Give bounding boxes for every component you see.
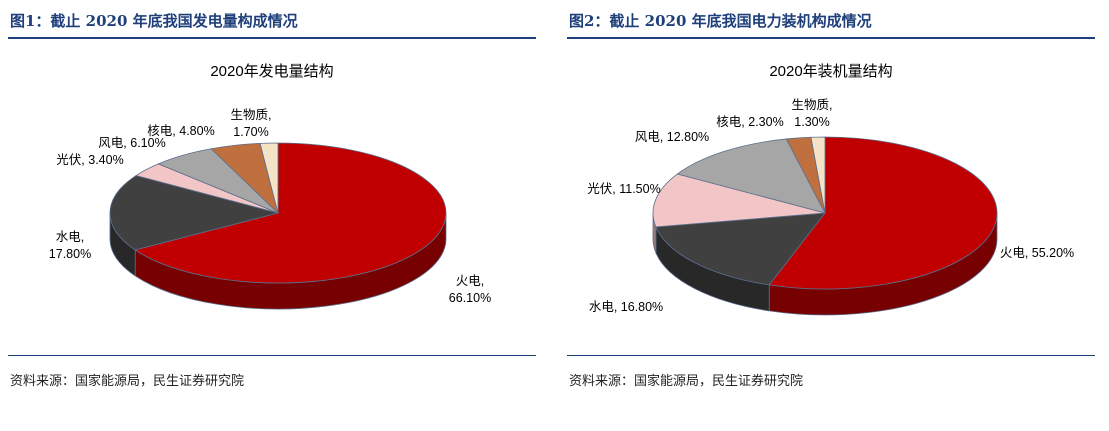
figure-panel-1: 图1：截止 2020 年底我国发电量构成情况 2020年发电量结构火电, 66.1… bbox=[8, 0, 538, 431]
pie-slices bbox=[652, 136, 998, 290]
pie-slice-火电 bbox=[134, 142, 447, 284]
slice-label-水电: 水电, 16.80% bbox=[589, 300, 663, 314]
slice-label-水电: 水电, 17.80% bbox=[49, 230, 91, 261]
pie-slice-火电 bbox=[768, 136, 998, 290]
source-note: 资料来源：国家能源局，民生证券研究院 bbox=[10, 374, 245, 389]
slice-label-风电: 风电, 6.10% bbox=[98, 136, 165, 150]
chart-title: 2020年发电量结构 bbox=[210, 63, 333, 80]
pie-slice-水电 bbox=[109, 175, 280, 251]
slice-label-风电: 风电, 12.80% bbox=[635, 130, 709, 144]
figure-heading: 图2：截止 2020 年底我国电力装机构成情况 bbox=[569, 12, 872, 30]
pie-slice-生物质 bbox=[259, 142, 279, 214]
heading-rule bbox=[567, 37, 1095, 39]
slice-label-光伏: 光伏, 11.50% bbox=[587, 182, 660, 196]
slice-label-火电: 火电, 55.20% bbox=[1000, 246, 1074, 260]
slice-label-核电: 核电, 2.30% bbox=[716, 115, 783, 129]
source-note: 资料来源：国家能源局，民生证券研究院 bbox=[569, 374, 804, 389]
slice-labels: 火电, 66.10% 水电, 17.80% 光伏, 3.40% 风电, 6.10%核电, … bbox=[49, 108, 491, 305]
slice-label-核电: 核电, 4.80% bbox=[147, 124, 214, 138]
heading-rule bbox=[8, 37, 536, 39]
pie-slices bbox=[109, 142, 447, 284]
slice-label-生物质: 生物质, 1.70% bbox=[231, 108, 272, 139]
figure-panel-2: 图2：截止 2020 年底我国电力装机构成情况 2020年装机量结构火电, 55… bbox=[567, 0, 1097, 431]
slice-labels: 火电, 55.20% 水电, 16.80% 光伏, 11.50% 风电, 12.80%… bbox=[587, 98, 1074, 314]
slice-label-生物质: 生物质, 1.30% bbox=[792, 98, 833, 129]
slice-label-光伏: 光伏, 3.40% bbox=[56, 153, 123, 167]
pie-slice-生物质 bbox=[810, 136, 826, 214]
pie-slice-水电 bbox=[655, 212, 826, 286]
pie-slice-光伏 bbox=[652, 173, 826, 228]
slice-label-火电: 火电, 66.10% bbox=[449, 274, 491, 305]
source-rule bbox=[567, 355, 1095, 356]
figure-heading: 图1：截止 2020 年底我国发电量构成情况 bbox=[10, 12, 298, 30]
pie-slice-风电 bbox=[676, 138, 826, 214]
source-rule bbox=[8, 355, 536, 356]
chart-title: 2020年装机量结构 bbox=[769, 63, 892, 80]
